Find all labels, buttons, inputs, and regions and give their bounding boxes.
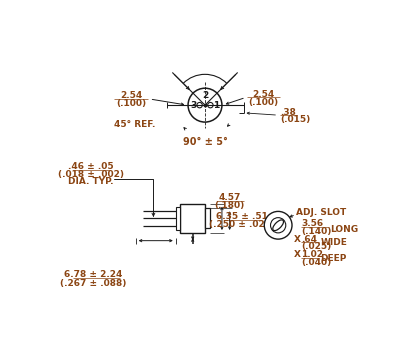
- Text: 4.57: 4.57: [218, 193, 241, 202]
- Text: .46 ± .05: .46 ± .05: [68, 162, 114, 171]
- Text: 2: 2: [202, 91, 208, 100]
- Text: 90° ± 5°: 90° ± 5°: [182, 137, 228, 147]
- Text: (.018 ± .002): (.018 ± .002): [58, 170, 124, 179]
- Text: X: X: [294, 250, 300, 259]
- Text: 6.35 ± .51: 6.35 ± .51: [216, 212, 268, 221]
- Text: (.025): (.025): [301, 242, 332, 251]
- Text: (.267 ± .088): (.267 ± .088): [60, 279, 126, 287]
- Text: DEEP: DEEP: [320, 254, 347, 263]
- Text: DIA. TYP.: DIA. TYP.: [68, 177, 114, 186]
- Text: (.140): (.140): [301, 227, 332, 236]
- Text: (.250 ± .020): (.250 ± .020): [209, 220, 275, 229]
- Text: WIDE: WIDE: [320, 238, 347, 247]
- Text: 3.56: 3.56: [301, 219, 323, 228]
- Bar: [180, 204, 205, 233]
- Text: 6.78 ± 2.24: 6.78 ± 2.24: [64, 270, 122, 279]
- Bar: [205, 208, 210, 228]
- Text: (.015): (.015): [280, 115, 311, 124]
- Text: 1: 1: [214, 102, 220, 110]
- Text: 2.54: 2.54: [252, 90, 275, 99]
- Text: .64: .64: [301, 234, 317, 244]
- Text: (.100): (.100): [248, 98, 278, 106]
- Text: .38: .38: [280, 107, 296, 117]
- Text: LONG: LONG: [330, 225, 359, 233]
- Text: 3: 3: [190, 102, 196, 110]
- Text: (.180): (.180): [214, 201, 245, 210]
- Text: (.100): (.100): [116, 99, 146, 108]
- Text: 1.02: 1.02: [301, 250, 323, 259]
- Text: (.040): (.040): [301, 258, 332, 267]
- Text: X: X: [294, 234, 300, 244]
- Circle shape: [264, 211, 292, 239]
- Text: ADJ. SLOT: ADJ. SLOT: [296, 209, 346, 217]
- Text: 45° REF.: 45° REF.: [114, 120, 156, 129]
- Bar: [176, 207, 180, 230]
- Text: 2.54: 2.54: [120, 91, 142, 100]
